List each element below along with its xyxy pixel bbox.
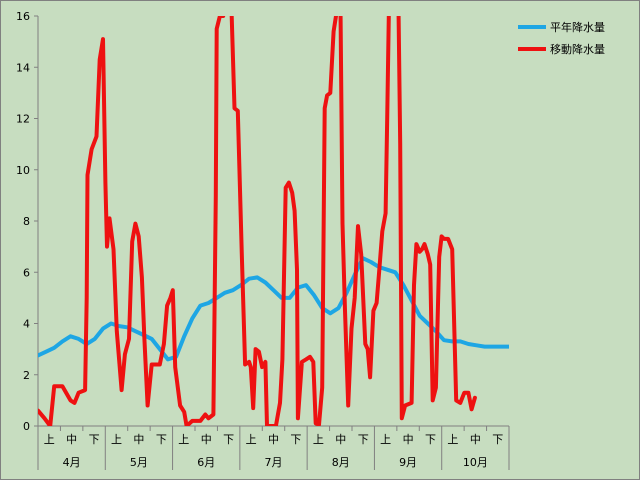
x-sub-tick-label: 上	[44, 433, 55, 446]
legend: 平年降水量 移動降水量	[518, 16, 638, 60]
label-layer: 0246810121416上中下4月上中下5月上中下6月上中下7月上中下8月上中…	[16, 10, 503, 469]
y-tick-label: 6	[23, 266, 30, 279]
x-sub-tick-label: 中	[268, 433, 279, 446]
series-layer	[38, 16, 509, 426]
legend-swatch-moving	[518, 47, 546, 51]
x-month-label: 7月	[265, 456, 283, 469]
legend-item-moving: 移動降水量	[518, 38, 638, 60]
x-sub-tick-label: 下	[156, 433, 167, 446]
y-tick-label: 2	[23, 369, 30, 382]
x-month-label: 5月	[130, 456, 148, 469]
legend-swatch-normal	[518, 25, 546, 29]
x-sub-tick-label: 中	[133, 433, 144, 446]
y-tick-label: 14	[16, 61, 30, 74]
x-sub-tick-label: 下	[492, 433, 503, 446]
series-line-moving	[38, 16, 477, 426]
x-sub-tick-label: 上	[313, 433, 324, 446]
x-sub-tick-label: 中	[403, 433, 414, 446]
x-month-label: 8月	[332, 456, 350, 469]
x-sub-tick-label: 中	[66, 433, 77, 446]
x-sub-tick-label: 中	[201, 433, 212, 446]
y-tick-label: 4	[23, 318, 30, 331]
y-tick-label: 16	[16, 10, 30, 23]
x-sub-tick-label: 下	[358, 433, 369, 446]
y-tick-label: 12	[16, 113, 30, 126]
legend-label-moving: 移動降水量	[550, 43, 605, 56]
x-sub-tick-label: 下	[425, 433, 436, 446]
x-sub-tick-label: 上	[111, 433, 122, 446]
y-tick-label: 0	[23, 420, 30, 433]
y-tick-label: 8	[23, 215, 30, 228]
x-sub-tick-label: 上	[447, 433, 458, 446]
legend-item-normal: 平年降水量	[518, 16, 638, 38]
x-sub-tick-label: 上	[178, 433, 189, 446]
x-month-label: 4月	[63, 456, 81, 469]
x-sub-tick-label: 下	[223, 433, 234, 446]
legend-label-normal: 平年降水量	[550, 21, 605, 34]
y-tick-label: 10	[16, 164, 30, 177]
x-sub-tick-label: 中	[335, 433, 346, 446]
x-sub-tick-label: 中	[470, 433, 481, 446]
axis-layer	[34, 15, 510, 470]
x-month-label: 9月	[399, 456, 417, 469]
x-sub-tick-label: 上	[246, 433, 257, 446]
x-month-label: 6月	[197, 456, 215, 469]
x-month-label: 10月	[463, 456, 488, 469]
x-sub-tick-label: 上	[380, 433, 391, 446]
x-sub-tick-label: 下	[89, 433, 100, 446]
x-sub-tick-label: 下	[290, 433, 301, 446]
